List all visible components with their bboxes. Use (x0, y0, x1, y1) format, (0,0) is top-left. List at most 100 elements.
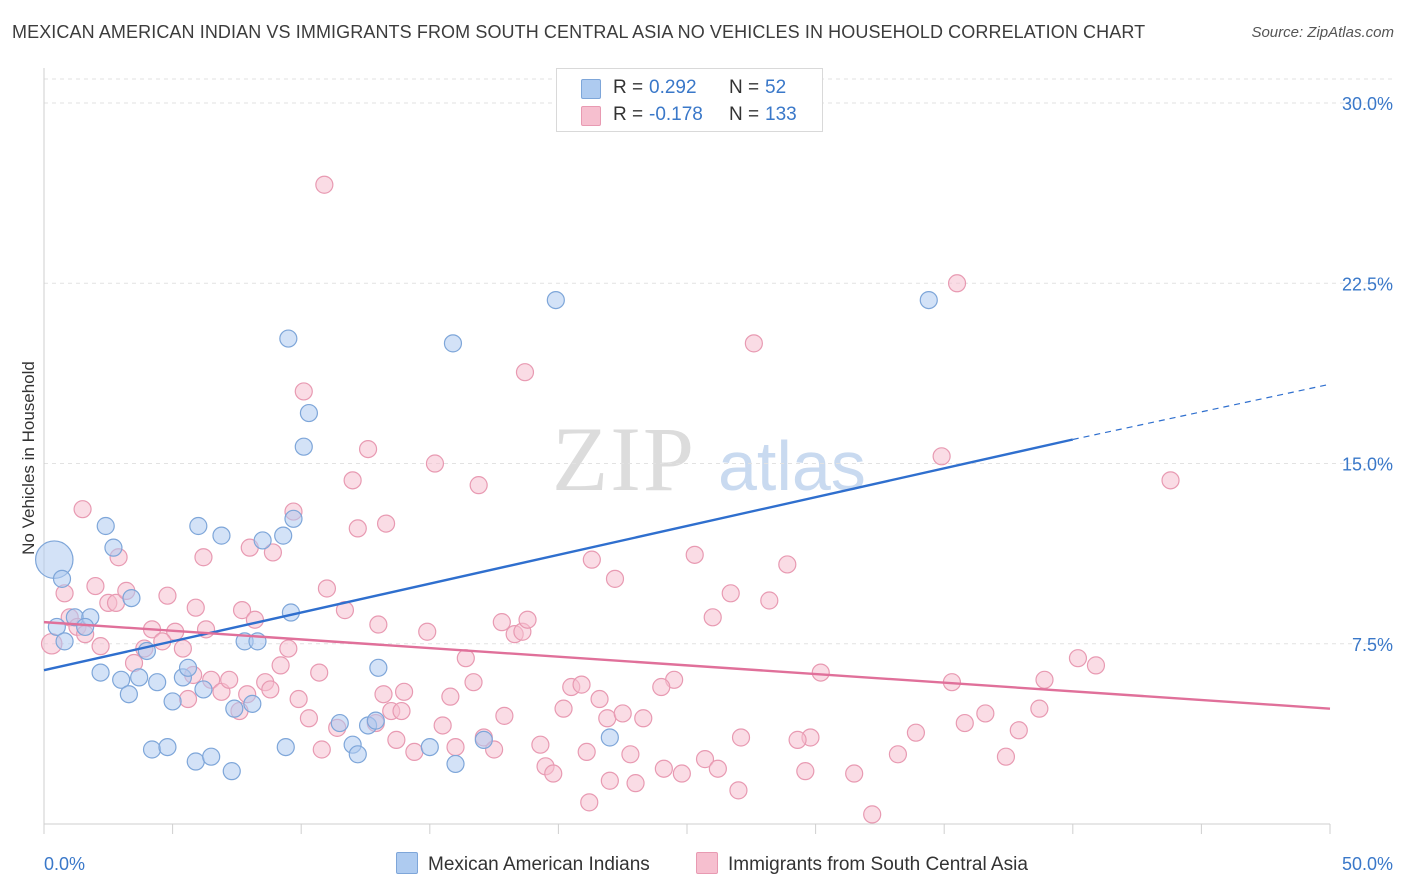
data-point-immigrants (418, 622, 437, 641)
bottom-legend-swatch-pink (696, 852, 718, 874)
trend-lines (43, 383, 1331, 710)
data-point-mexican-american-indians (330, 713, 349, 733)
legend-swatch-pink (581, 106, 601, 126)
data-point-immigrants (289, 689, 308, 709)
data-point-mexican-american-indians (186, 752, 205, 771)
data-point-mexican-american-indians (243, 694, 262, 713)
data-point-immigrants (955, 713, 974, 733)
data-point-mexican-american-indians (299, 403, 319, 423)
data-point-immigrants (158, 586, 177, 605)
data-point-immigrants (263, 543, 283, 562)
data-point-immigrants (888, 745, 908, 764)
source-label: Source: ZipAtlas.com (1251, 24, 1394, 41)
trendline-mexican-american-indians-extension (1072, 383, 1331, 441)
data-point-mexican-american-indians (222, 762, 241, 781)
data-point-mexican-american-indians (76, 617, 95, 637)
data-point-immigrants (232, 601, 252, 620)
data-point-immigrants (672, 764, 691, 783)
watermark-zip: ZIP (552, 408, 696, 510)
data-point-immigrants (654, 759, 673, 778)
data-point-immigrants (1009, 721, 1028, 740)
data-point-immigrants (312, 740, 331, 759)
data-point-immigrants (178, 689, 198, 709)
axes (43, 68, 1331, 834)
legend-row-series2: R = -0.178 N = 133 (557, 102, 822, 128)
data-point-immigrants (845, 764, 864, 783)
data-point-mexican-american-indians (276, 737, 295, 757)
data-point-immigrants (544, 764, 563, 783)
data-point-mexican-american-indians (119, 685, 138, 704)
data-point-mexican-american-indians (274, 526, 293, 545)
data-point-immigrants (613, 704, 632, 723)
data-point-mexican-american-indians (163, 692, 182, 711)
data-point-immigrants (621, 745, 640, 764)
data-point-immigrants (433, 716, 452, 735)
data-point-immigrants (294, 382, 313, 401)
data-point-immigrants (708, 759, 727, 778)
bottom-legend-swatch-blue (396, 852, 418, 874)
trendline-mexican-american-indians (43, 438, 1074, 672)
bottom-legend-label: Mexican American Indians (428, 854, 650, 875)
data-point-immigrants (456, 649, 475, 668)
data-point-immigrants (531, 735, 550, 754)
y-tick-label: 30.0% (1342, 94, 1393, 114)
y-tick-label: 7.5% (1352, 635, 1393, 655)
data-point-immigrants (441, 687, 460, 706)
legend-r-label: R = (613, 104, 644, 125)
data-point-immigrants (518, 610, 537, 629)
data-point-immigrants (760, 591, 779, 610)
data-point-immigrants (405, 742, 424, 762)
data-point-immigrants (729, 781, 748, 800)
data-point-immigrants (634, 709, 653, 728)
data-point-mexican-american-indians (420, 737, 439, 757)
legend-n-value: 52 (765, 77, 787, 98)
correlation-legend: R = 0.292 N = 52 R = -0.178 N = 133 (556, 68, 823, 132)
bottom-legend-series1: Mexican American Indians (396, 852, 650, 876)
data-point-immigrants (721, 584, 740, 603)
legend-r-label: R = (613, 77, 644, 98)
data-point-immigrants (186, 598, 205, 617)
data-point-immigrants (515, 363, 535, 382)
data-point-mexican-american-indians (189, 516, 208, 536)
legend-r-value: -0.178 (649, 104, 703, 125)
data-point-immigrants (1161, 471, 1180, 490)
data-point-mexican-american-indians (158, 737, 177, 757)
data-point-immigrants (220, 670, 239, 689)
data-point-immigrants (387, 730, 406, 749)
data-point-immigrants (863, 805, 882, 824)
data-point-mexican-american-indians (52, 569, 72, 588)
data-point-mexican-american-indians (148, 673, 167, 692)
data-point-immigrants (796, 762, 815, 781)
data-point-mexican-american-indians (55, 632, 74, 651)
data-point-mexican-american-indians (212, 526, 231, 545)
chart-title: MEXICAN AMERICAN INDIAN VS IMMIGRANTS FR… (12, 22, 1146, 42)
x-tick-label-max: 50.0% (1342, 854, 1393, 874)
data-point-mexican-american-indians (294, 437, 313, 456)
data-point-immigrants (374, 685, 393, 704)
data-point-immigrants (598, 709, 617, 728)
data-point-immigrants (788, 730, 807, 749)
data-point-immigrants (600, 771, 619, 790)
data-point-immigrants (394, 682, 414, 701)
data-point-immigrants (932, 447, 951, 466)
data-point-immigrants (1035, 670, 1054, 689)
data-point-immigrants (310, 663, 329, 682)
data-point-mexican-american-indians (446, 754, 465, 774)
data-point-mexican-american-indians (366, 711, 385, 730)
x-tick-label-min: 0.0% (44, 854, 85, 874)
data-point-mexican-american-indians (919, 290, 938, 310)
data-point-immigrants (590, 689, 609, 709)
data-point-mexican-american-indians (104, 538, 123, 557)
data-point-immigrants (469, 476, 488, 495)
data-point-immigrants (577, 742, 596, 762)
data-point-immigrants (299, 709, 319, 728)
data-point-mexican-american-indians (225, 699, 244, 718)
data-point-mexican-american-indians (474, 730, 493, 749)
data-point-immigrants (343, 471, 362, 490)
data-point-immigrants (369, 615, 388, 634)
data-point-immigrants (778, 555, 797, 574)
data-point-immigrants (947, 274, 967, 293)
data-point-immigrants (245, 610, 265, 629)
data-point-immigrants (695, 750, 715, 769)
